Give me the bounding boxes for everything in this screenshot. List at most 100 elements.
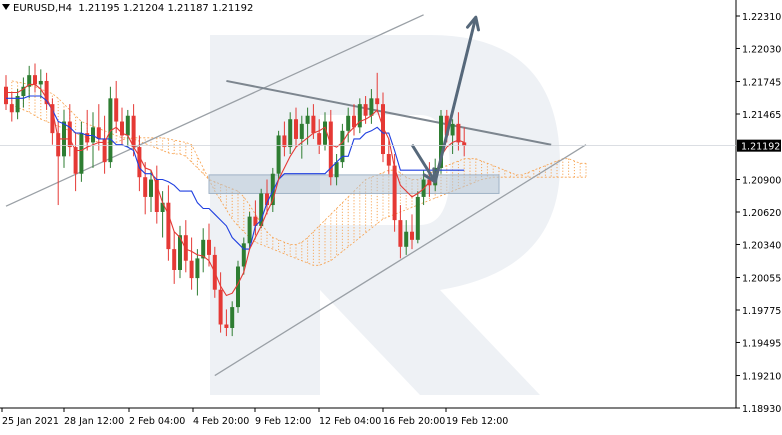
candle-body [386,154,391,166]
candle-body [143,177,148,197]
x-tick-label: 2 Feb 04:00 [129,416,185,427]
x-axis-ticks: 25 Jan 2021 28 Jan 12:00 2 Feb 04:00 4 Feb … [1,408,508,427]
candle-body [79,133,84,174]
symbol-timeframe: EURUSD,H4 [13,3,73,14]
candle-body [375,98,380,105]
candle-body [317,133,322,145]
candle-body [294,119,298,139]
candle-body [207,239,211,255]
y-tick-label: 1.19495 [742,338,781,349]
candle-body [50,104,55,134]
candle-body [328,121,333,178]
x-tick-label: 4 Feb 20:00 [193,416,249,427]
candle-body [340,130,345,163]
candle-body [9,104,14,113]
x-tick-label: 9 Feb 12:00 [255,416,311,427]
candle-body [73,147,78,174]
candle-body [259,193,264,226]
y-tick-label: 1.18930 [742,404,781,415]
candle-body [218,289,223,325]
y-tick-label: 1.20900 [742,176,781,187]
candle-body [439,115,443,168]
candle-body [415,196,420,240]
candle-body [363,104,368,116]
current-price-box [737,139,781,152]
candle-body [38,80,43,85]
candle-body [154,179,159,212]
candle-body [166,202,171,250]
y-tick-label: 1.22310 [742,12,781,23]
y-tick-label: 1.19210 [742,372,781,383]
candle-body [27,75,32,87]
candle-body [137,147,142,178]
candle-body [125,115,130,136]
kijun-sen-line [6,95,465,250]
forecast-arrows [410,15,480,184]
candle-body [189,260,194,279]
candle-body [398,220,403,247]
x-tick-label: 25 Jan 2021 [2,416,59,427]
y-tick-label: 1.20340 [742,240,781,251]
candle-body [253,216,258,226]
y-tick-label: 1.20055 [742,274,781,285]
candle-body [305,115,310,124]
collapse-triangle-icon[interactable] [2,4,10,10]
candle-body [276,135,281,174]
candle-body [178,235,182,270]
candle-body [33,75,37,85]
y-tick-label: 1.21745 [742,78,781,89]
candle-body [311,115,316,134]
ohlc-values: 1.21195 1.21204 1.21187 1.21192 [78,3,254,14]
candle-body [195,258,200,279]
candle-body [450,123,455,136]
candle-body [444,115,449,136]
candle-body [270,173,275,206]
candle-body [160,202,165,212]
candle-body [334,162,339,178]
support-zone-rect [208,174,500,194]
candle-body [172,249,177,270]
y-tick-label: 1.22030 [742,44,781,55]
x-tick-label: 16 Feb 20:00 [383,416,445,427]
cloud-span-a [11,103,586,245]
candle-body [265,193,269,206]
arrow-up-head [466,15,480,32]
candle-body [4,86,8,105]
candle-body [85,133,90,143]
candle-body [392,165,397,221]
tenkan-sen-line [6,83,465,297]
candle-body [96,127,101,139]
support-zone [208,174,500,194]
candle-body [15,96,20,113]
candle-body [357,104,362,128]
candle-body [404,231,409,247]
candle-body [410,231,414,240]
candle-body [236,266,240,308]
candle-body [114,98,119,122]
candle-body [369,98,374,116]
x-tick-label: 12 Feb 04:00 [319,416,381,427]
x-tick-label: 19 Feb 12:00 [446,416,508,427]
arrow-down-head [422,167,437,184]
y-tick-label: 1.21465 [742,110,781,121]
candle-body [44,80,49,105]
channel-lower-line [214,144,587,377]
candle-body [323,121,327,145]
candle-body [67,121,72,148]
candle-body [282,135,287,148]
y-axis-ticks: 1.22310 1.22030 1.21745 1.21465 1.21192 1.209… [0,12,781,415]
indicator-lines [6,83,465,297]
candle-body [381,104,385,155]
chart-header: EURUSD,H4 1.21195 1.21204 1.21187 1.2119… [2,3,253,14]
resistance-line [226,79,552,146]
candle-body [241,243,246,267]
candle-body [21,86,26,97]
candle-body [149,179,153,197]
candle-body [352,115,356,128]
candle-body [224,324,229,328]
current-price-label: 1.21192 [741,142,780,153]
candle-body [230,307,235,328]
candle-body [56,133,61,157]
